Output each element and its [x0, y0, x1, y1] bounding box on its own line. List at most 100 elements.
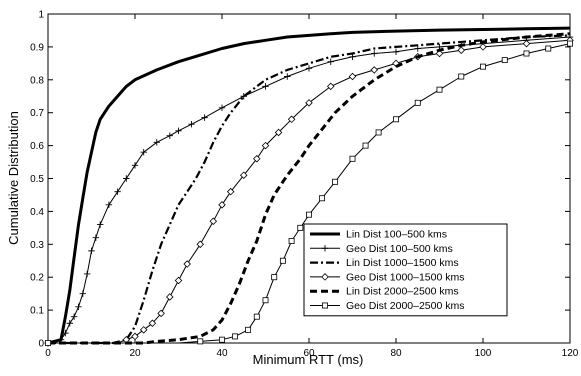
- x-tick-label: 120: [562, 348, 579, 359]
- legend-label: Geo Dist 100–500 kms: [346, 243, 453, 255]
- x-tick-label: 100: [475, 348, 492, 359]
- square-marker: [414, 99, 421, 106]
- y-tick-label: 0.3: [30, 240, 44, 251]
- y-tick-label: 0.4: [30, 207, 44, 218]
- legend-label: Lin Dist 2000–2500 kms: [346, 286, 459, 298]
- diamond-marker: [261, 141, 270, 150]
- plus-marker: [166, 132, 173, 139]
- diamond-marker: [522, 39, 531, 48]
- square-marker: [219, 336, 225, 343]
- plus-marker: [201, 114, 208, 121]
- square-marker: [545, 45, 552, 52]
- y-tick-label: 0.8: [30, 75, 44, 86]
- square-marker: [393, 116, 399, 123]
- square-marker: [306, 211, 312, 218]
- series-3: [48, 34, 571, 345]
- legend-entry: Lin Dist 100–500 kms: [310, 229, 447, 241]
- square-marker: [362, 142, 369, 149]
- plus-marker: [321, 245, 329, 252]
- diamond-marker: [196, 240, 205, 249]
- x-tick-label: 0: [45, 348, 51, 359]
- diamond-marker: [166, 293, 174, 301]
- legend-label: Lin Dist 100–500 kms: [346, 229, 447, 241]
- legend-entry: Geo Dist 1000–1500 kms: [310, 271, 464, 283]
- plus-marker: [327, 58, 334, 65]
- x-tick-label: 40: [216, 348, 228, 359]
- plus-marker: [75, 303, 82, 311]
- y-tick-label: 0.7: [30, 108, 44, 119]
- plus-marker: [123, 175, 130, 182]
- legend-entry: Lin Dist 1000–1500 kms: [310, 257, 459, 269]
- legend-entry: Lin Dist 2000–2500 kms: [310, 286, 459, 298]
- diamond-marker: [321, 273, 329, 281]
- diamond-marker: [370, 66, 379, 74]
- plus-marker: [392, 48, 400, 56]
- legend-label: Lin Dist 1000–1500 kms: [346, 257, 459, 269]
- legend: Lin Dist 100–500 kms Geo Dist 100–500 kms…: [303, 223, 508, 317]
- square-marker: [322, 302, 328, 309]
- plus-marker: [70, 313, 78, 320]
- plus-marker: [92, 234, 100, 241]
- diamond-marker: [287, 115, 296, 124]
- plus-marker: [262, 83, 269, 90]
- series-line: [48, 32, 571, 345]
- plus-marker: [218, 104, 226, 111]
- square-marker: [45, 340, 51, 346]
- plus-marker: [349, 53, 356, 60]
- diamond-marker: [157, 309, 165, 318]
- square-marker: [332, 178, 339, 185]
- axes: 0 20 40 60 80 100 120 0 0.1 0.2 0.3 0.4 0.5 0.6 0.7 0.8…: [30, 10, 579, 360]
- square-marker: [480, 63, 486, 70]
- square-marker: [232, 333, 239, 340]
- square-marker: [245, 326, 252, 333]
- plus-marker: [105, 201, 113, 209]
- plus-marker: [114, 188, 121, 195]
- series-5: [48, 32, 571, 345]
- plus-marker: [62, 329, 69, 337]
- diamond-marker: [183, 260, 191, 268]
- y-tick-label: 0.5: [30, 174, 44, 185]
- plus-marker: [97, 221, 104, 228]
- square-marker: [197, 338, 204, 345]
- plus-marker: [153, 139, 160, 146]
- series-line: [48, 34, 571, 345]
- diamond-marker: [226, 187, 235, 196]
- y-tick-label: 0.6: [30, 141, 44, 152]
- legend-label: Geo Dist 2000–2500 kms: [346, 300, 464, 312]
- square-marker: [253, 313, 260, 320]
- plus-marker: [175, 127, 182, 134]
- plus-marker: [88, 247, 95, 255]
- diamond-marker: [174, 276, 183, 285]
- plus-marker: [79, 290, 86, 297]
- square-marker: [319, 195, 326, 202]
- diamond-marker: [348, 72, 357, 81]
- legend-entry: Geo Dist 100–500 kms: [310, 243, 453, 255]
- diamond-marker: [131, 332, 139, 341]
- diamond-marker: [457, 46, 466, 54]
- square-marker: [262, 297, 269, 304]
- series-lines: [44, 26, 574, 347]
- diamond-marker: [326, 82, 335, 91]
- square-marker: [375, 129, 382, 136]
- plus-marker: [66, 320, 73, 327]
- square-marker: [288, 238, 295, 244]
- x-tick-label: 80: [390, 348, 402, 359]
- series-1: [47, 26, 571, 345]
- diamond-marker: [148, 319, 157, 328]
- plus-marker: [131, 162, 139, 169]
- diamond-marker: [305, 99, 313, 107]
- square-marker: [436, 86, 443, 93]
- square-marker: [279, 257, 286, 264]
- legend-entry: Geo Dist 2000–2500 kms: [310, 300, 464, 312]
- y-tick-label: 0.2: [30, 273, 44, 284]
- plus-marker: [284, 73, 291, 80]
- series-line: [47, 36, 571, 344]
- series-6: [45, 40, 573, 346]
- y-tick-label: 0: [38, 339, 44, 350]
- diamond-marker: [479, 43, 487, 51]
- square-marker: [523, 50, 530, 57]
- plus-marker: [83, 270, 91, 278]
- square-marker: [567, 40, 573, 47]
